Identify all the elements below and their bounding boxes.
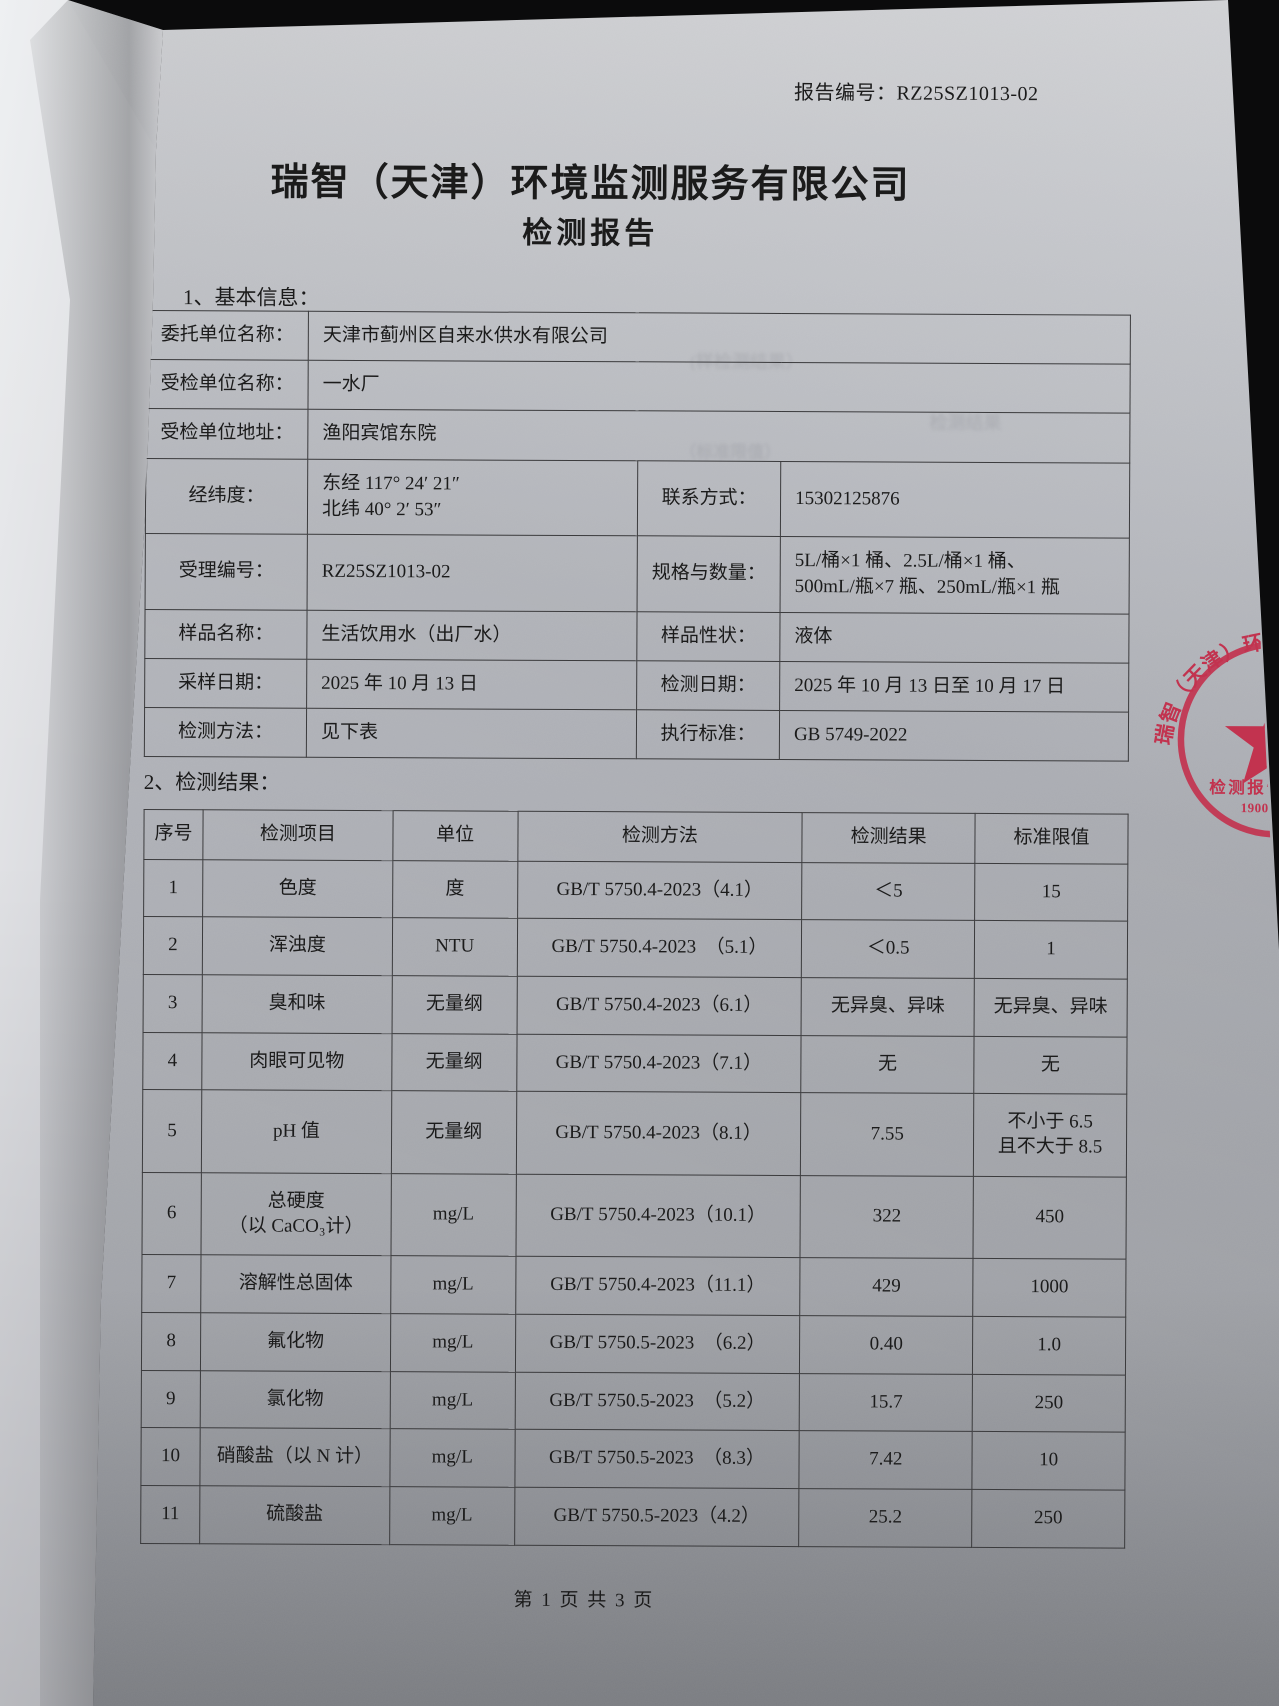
svg-text:1900912345: 1900912345 bbox=[1241, 800, 1279, 815]
